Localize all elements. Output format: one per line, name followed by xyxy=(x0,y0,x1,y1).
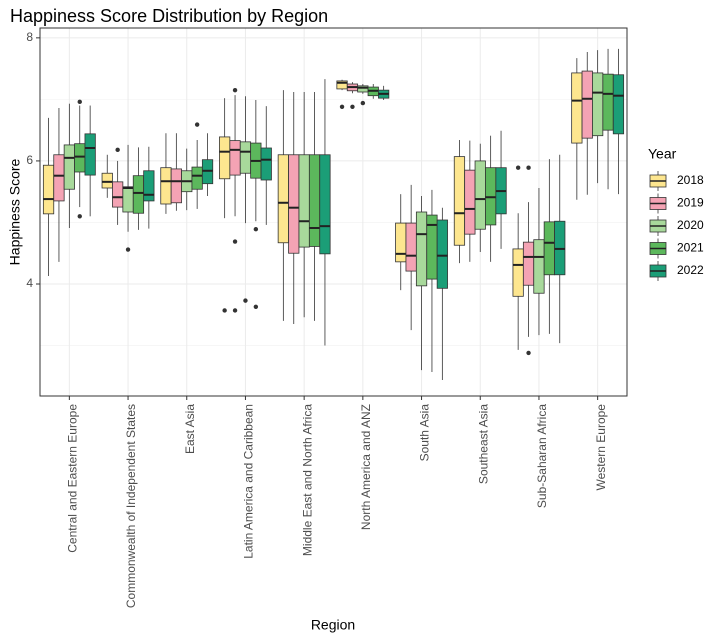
outlier xyxy=(515,165,521,170)
box xyxy=(319,154,331,255)
box xyxy=(239,141,252,174)
legend-label: 2020 xyxy=(677,218,704,232)
box xyxy=(474,160,486,230)
x-tick-label: North America and ANZ xyxy=(359,404,373,530)
outlier xyxy=(194,122,200,127)
x-tick-label: East Asia xyxy=(183,404,197,454)
box xyxy=(229,140,241,176)
box xyxy=(571,72,583,144)
box xyxy=(612,74,625,135)
box xyxy=(122,186,134,213)
box xyxy=(112,181,124,208)
box xyxy=(277,154,289,244)
x-tick-label: Latin America and Caribbean xyxy=(242,404,256,559)
box xyxy=(219,136,231,180)
box xyxy=(298,154,310,248)
x-tick-label: Southeast Asia xyxy=(476,404,490,484)
box xyxy=(405,222,417,272)
box xyxy=(581,70,593,139)
box xyxy=(101,172,113,189)
outlier xyxy=(526,165,531,170)
box xyxy=(53,154,65,202)
y-axis-title: Happiness Score xyxy=(7,158,23,265)
box xyxy=(160,167,172,205)
box xyxy=(170,168,182,204)
y-tick-label: 6 xyxy=(26,153,33,167)
box xyxy=(260,147,272,181)
box xyxy=(436,219,448,289)
box xyxy=(602,73,614,131)
outlier xyxy=(360,100,366,106)
x-tick-label: South Asia xyxy=(418,404,432,462)
box xyxy=(63,144,75,190)
y-tick-label: 8 xyxy=(26,30,33,44)
outlier xyxy=(243,298,248,303)
box xyxy=(592,72,604,137)
outlier xyxy=(125,247,131,252)
outlier xyxy=(77,214,82,219)
legend-label: 2021 xyxy=(677,241,704,255)
legend-label: 2022 xyxy=(677,263,704,277)
box xyxy=(132,175,145,214)
outlier xyxy=(232,308,238,313)
legend-title: Year xyxy=(648,146,677,162)
outlier xyxy=(232,87,238,93)
box xyxy=(308,154,321,247)
box xyxy=(522,241,535,286)
outlier xyxy=(526,350,531,356)
outlier xyxy=(350,104,355,109)
box xyxy=(533,239,545,294)
box xyxy=(143,170,155,202)
outlier xyxy=(253,227,259,232)
plot-border xyxy=(39,27,628,397)
box xyxy=(415,211,428,287)
chart-title: Happiness Score Distribution by Region xyxy=(10,6,328,26)
box xyxy=(543,221,555,276)
x-axis-title: Region xyxy=(311,617,355,633)
box xyxy=(512,248,524,297)
x-tick-label: Sub-Saharan Africa xyxy=(535,404,549,508)
box xyxy=(464,169,476,235)
box xyxy=(288,154,300,254)
x-tick-label: Central and Eastern Europe xyxy=(66,404,80,553)
box xyxy=(191,166,203,190)
outlier xyxy=(222,308,227,313)
x-tick-label: Commonwealth of Independent States xyxy=(124,404,138,608)
box xyxy=(74,143,86,173)
box xyxy=(453,156,466,246)
box xyxy=(42,164,55,215)
legend-label: 2019 xyxy=(677,196,704,210)
legend-label: 2018 xyxy=(677,173,704,187)
outlier xyxy=(115,147,120,153)
box xyxy=(395,222,407,263)
outlier xyxy=(232,239,238,244)
x-tick-label: Western Europe xyxy=(594,404,608,491)
y-tick-label: 4 xyxy=(26,276,33,290)
outlier xyxy=(339,104,345,109)
box xyxy=(84,133,96,176)
outlier xyxy=(77,99,82,105)
x-tick-label: Middle East and North Africa xyxy=(300,404,314,556)
outlier xyxy=(253,304,259,309)
